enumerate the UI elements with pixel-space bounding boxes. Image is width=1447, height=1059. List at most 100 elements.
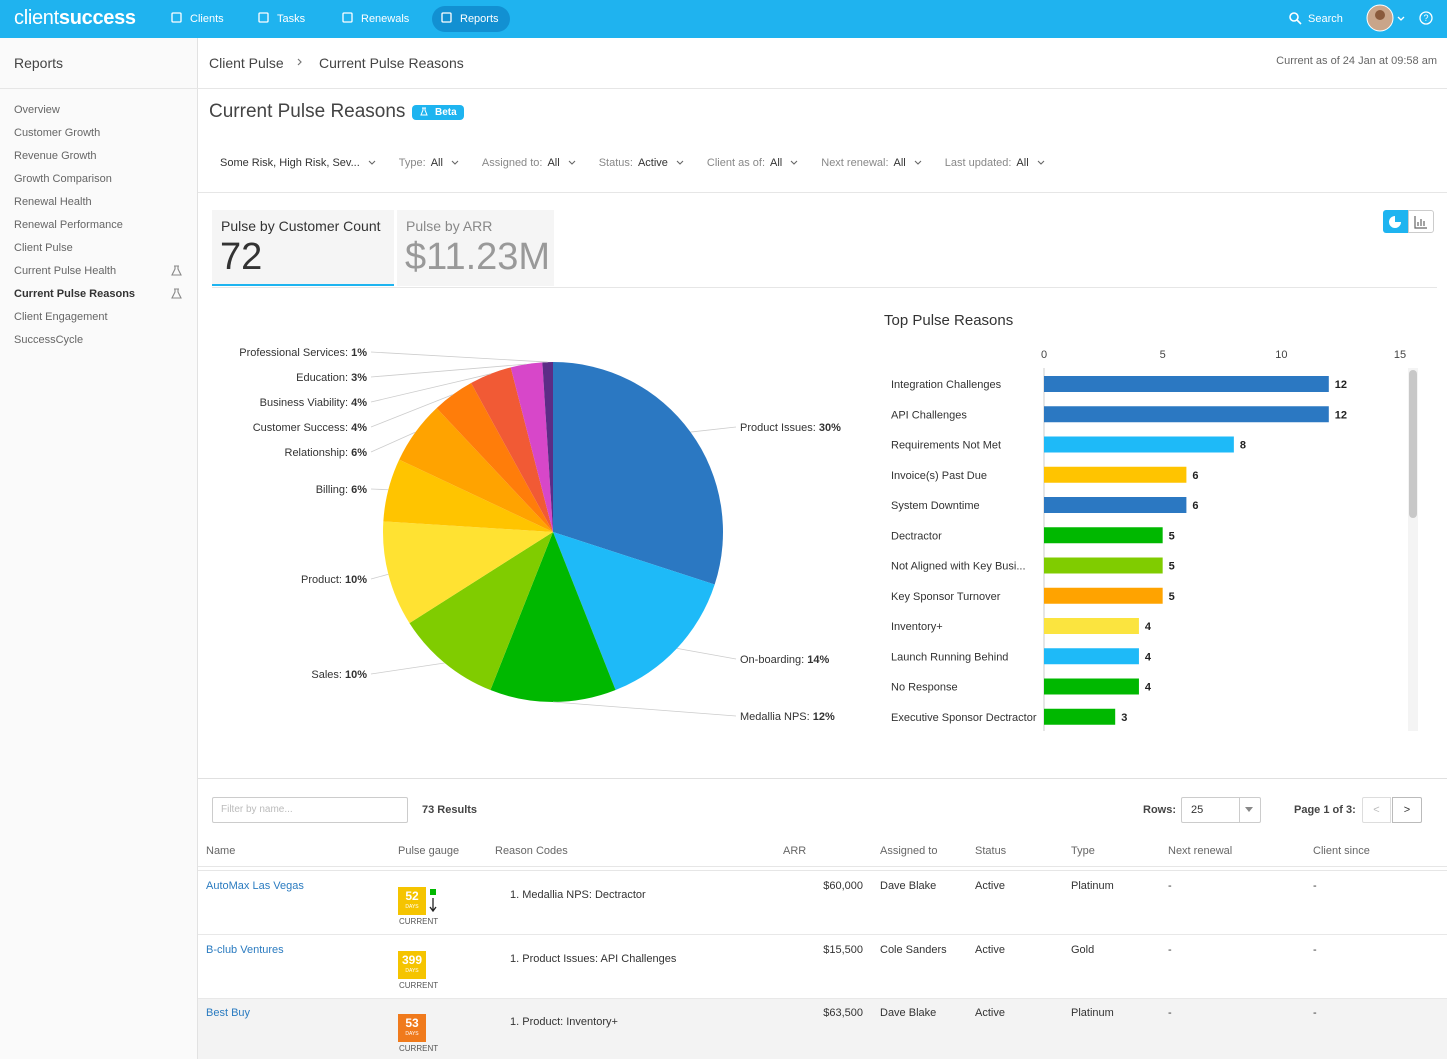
value-label: 5: [1169, 530, 1175, 542]
bar: [1044, 467, 1186, 483]
pie-label-value: 1%: [351, 347, 367, 359]
category-label: Launch Running Behind: [891, 651, 1008, 663]
pie-label: Medallia NPS:12%: [740, 711, 835, 723]
search-icon: [1297, 20, 1301, 24]
bar: [1044, 497, 1186, 513]
x-tick-label: 5: [1160, 349, 1166, 361]
pie-label-name: Billing:: [316, 484, 348, 496]
value-label: 12: [1335, 409, 1347, 421]
value-label: 8: [1240, 440, 1246, 452]
leader-line: [677, 648, 736, 659]
pie-label-value: 10%: [345, 669, 367, 681]
beta-icon: [172, 266, 181, 275]
trend-indicator: [430, 889, 436, 895]
help-icon: ?: [1423, 13, 1428, 23]
select-arrow: [1245, 807, 1253, 812]
bar: [1044, 558, 1163, 574]
x-tick-label: 10: [1275, 349, 1287, 361]
pie-label-name: Sales:: [311, 669, 342, 681]
pie-label: Product Issues:30%: [740, 422, 841, 434]
pie-label: Customer Success:4%: [253, 422, 367, 434]
leader-line: [371, 574, 388, 579]
pie-label-name: On-boarding:: [740, 654, 804, 666]
value-label: 4: [1145, 651, 1152, 663]
pie-label: On-boarding:14%: [740, 654, 829, 666]
pie-label-value: 3%: [351, 372, 367, 384]
bar: [1044, 648, 1139, 664]
pie-label-name: Customer Success:: [253, 422, 348, 434]
pie-label: Professional Services:1%: [239, 347, 367, 359]
bar: [1044, 618, 1139, 634]
nav-icon: [442, 13, 451, 22]
pie-label-name: Relationship:: [285, 447, 349, 459]
nav-icon: [259, 13, 268, 22]
pie-label: Education:3%: [296, 372, 367, 384]
category-label: Invoice(s) Past Due: [891, 470, 987, 482]
bar-icon: [1415, 216, 1427, 228]
chart-title: Top Pulse Reasons: [884, 312, 1013, 329]
pie-label-value: 6%: [351, 447, 367, 459]
pie-label: Business Viability:4%: [260, 397, 368, 409]
pie-label-value: 10%: [345, 574, 367, 586]
pie-label-value: 14%: [807, 654, 829, 666]
value-label: 12: [1335, 379, 1347, 391]
avatar-head: [1375, 10, 1385, 20]
leader-line: [371, 663, 445, 674]
trend-arrow: [430, 898, 436, 911]
nav-icon: [343, 13, 352, 22]
category-label: Requirements Not Met: [891, 440, 1001, 452]
search-icon: [1290, 13, 1298, 21]
category-label: Inventory+: [891, 621, 943, 633]
pie-label-value: 6%: [351, 484, 367, 496]
bar: [1044, 376, 1329, 392]
category-label: Key Sponsor Turnover: [891, 591, 1001, 603]
pie-label-value: 4%: [351, 422, 367, 434]
pie-label-name: Product Issues:: [740, 422, 816, 434]
pie-label-value: 30%: [819, 422, 841, 434]
value-label: 5: [1169, 591, 1175, 603]
bar: [1044, 527, 1163, 543]
bar: [1044, 709, 1115, 725]
pie-label-value: 12%: [813, 711, 835, 723]
beta-icon: [172, 289, 181, 298]
leader-line: [371, 352, 548, 362]
category-label: Executive Sponsor Dectractor: [891, 712, 1037, 724]
bar: [1044, 588, 1163, 604]
x-tick-label: 15: [1394, 349, 1406, 361]
pie-label-value: 4%: [351, 397, 367, 409]
pie-label-name: Professional Services:: [239, 347, 348, 359]
pie-label-name: Education:: [296, 372, 348, 384]
pie-label: Product:10%: [301, 574, 367, 586]
value-label: 3: [1121, 712, 1127, 724]
breadcrumb-sep: [298, 59, 301, 65]
bar: [1044, 679, 1139, 695]
pie-label-name: Medallia NPS:: [740, 711, 810, 723]
category-label: Not Aligned with Key Busi...: [891, 561, 1026, 573]
pie-label-name: Product:: [301, 574, 342, 586]
value-label: 4: [1145, 682, 1152, 694]
leader-line: [553, 702, 736, 716]
pie-icon: [1389, 216, 1401, 228]
avatar-caret: [1398, 17, 1404, 20]
category-label: Integration Challenges: [891, 379, 1002, 391]
value-label: 6: [1192, 500, 1198, 512]
bar: [1044, 437, 1234, 453]
bar: [1044, 406, 1329, 422]
value-label: 5: [1169, 561, 1175, 573]
leader-line: [371, 489, 388, 490]
pie-label-name: Business Viability:: [260, 397, 348, 409]
value-label: 6: [1192, 470, 1198, 482]
pie-label: Relationship:6%: [285, 447, 368, 459]
category-label: System Downtime: [891, 500, 980, 512]
value-label: 4: [1145, 621, 1152, 633]
category-label: API Challenges: [891, 409, 967, 421]
pie-label: Sales:10%: [311, 669, 367, 681]
x-tick-label: 0: [1041, 349, 1047, 361]
category-label: Dectractor: [891, 530, 942, 542]
leader-line: [691, 427, 736, 432]
scroll-thumb: [1409, 370, 1417, 518]
nav-icon: [172, 13, 181, 22]
pie-label: Billing:6%: [316, 484, 368, 496]
badge-icon: [421, 108, 427, 115]
